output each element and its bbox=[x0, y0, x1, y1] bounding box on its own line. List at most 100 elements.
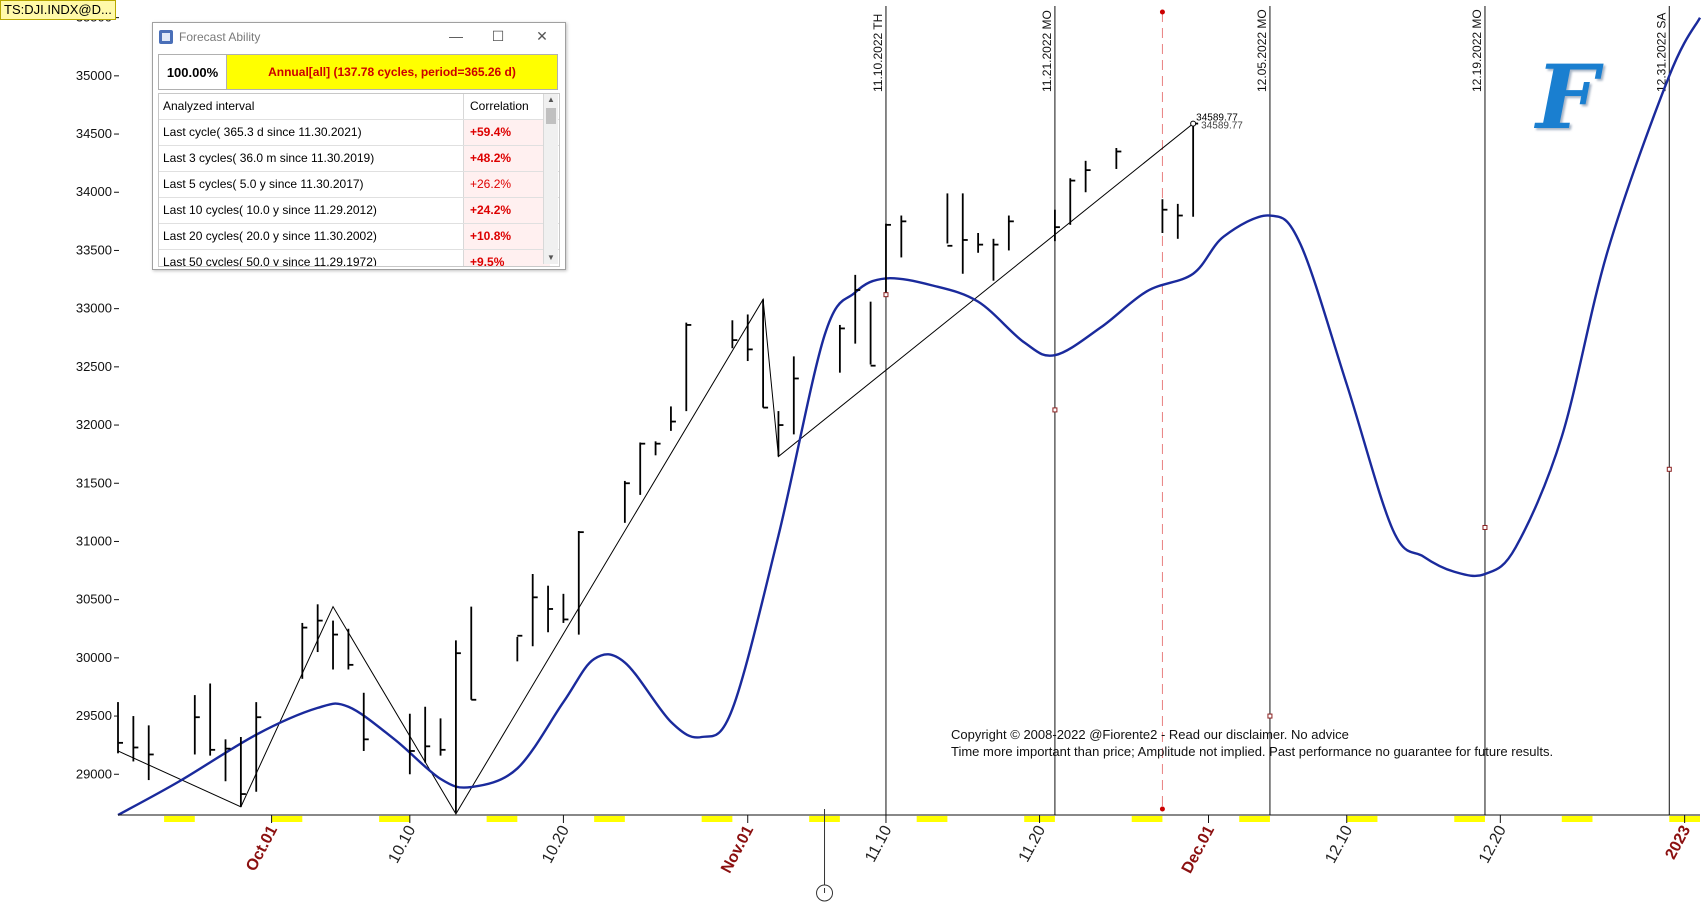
interval-cell: Last 50 cycles( 50.0 y since 11.29.1972) bbox=[159, 250, 464, 266]
price-bar bbox=[117, 702, 123, 754]
interval-cell: Last cycle( 365.3 d since 11.30.2021) bbox=[159, 120, 464, 145]
y-tick-label: 32000 bbox=[76, 417, 112, 432]
correlation-cell: +59.4% bbox=[464, 120, 550, 145]
price-bar bbox=[424, 706, 431, 763]
y-tick-label: 32500 bbox=[76, 359, 112, 374]
weekend-block bbox=[164, 816, 195, 822]
table-row[interactable]: Last 10 cycles( 10.0 y since 11.29.2012)… bbox=[159, 198, 559, 224]
correlation-cell: +10.8% bbox=[464, 224, 550, 249]
weekend-block bbox=[1131, 816, 1163, 822]
weekend-markers bbox=[164, 816, 1700, 822]
x-tick-label: 2023 bbox=[1662, 823, 1694, 862]
correlation-table[interactable]: Analyzed interval Correlation Last cycle… bbox=[158, 93, 560, 267]
last-price-label: 34589.77 bbox=[1196, 113, 1238, 124]
weekend-block bbox=[701, 816, 733, 822]
window-title: Forecast Ability bbox=[179, 30, 261, 44]
app-icon bbox=[159, 30, 173, 44]
x-tick-label: 10.10 bbox=[386, 823, 420, 866]
price-bar bbox=[132, 716, 139, 762]
y-tick-label: 34500 bbox=[76, 126, 112, 141]
window-titlebar[interactable]: Forecast Ability — ☐ ✕ bbox=[153, 23, 565, 51]
scroll-up-icon[interactable]: ▲ bbox=[547, 95, 555, 104]
close-icon[interactable]: ✕ bbox=[536, 28, 548, 44]
price-bar bbox=[577, 530, 584, 635]
maximize-icon[interactable]: ☐ bbox=[491, 28, 505, 44]
forecast-ability-window[interactable]: Forecast Ability — ☐ ✕ 100.00% Annual[al… bbox=[152, 22, 566, 270]
forecast-header: 100.00% Annual[all] (137.78 cycles, peri… bbox=[158, 54, 558, 90]
price-bar bbox=[1176, 203, 1183, 239]
price-bar bbox=[1084, 160, 1091, 193]
last-price-label-shadow: 34589.77 bbox=[1201, 121, 1243, 132]
price-bar bbox=[685, 322, 692, 412]
weekend-block bbox=[271, 816, 303, 822]
price-bar bbox=[746, 314, 753, 362]
cycle-label[interactable]: Annual[all] (137.78 cycles, period=365.2… bbox=[227, 54, 558, 90]
price-bar bbox=[209, 683, 216, 756]
price-bar bbox=[562, 593, 569, 623]
y-tick-label: 31000 bbox=[76, 533, 112, 548]
x-tick-label: 10.20 bbox=[539, 823, 573, 866]
price-bar bbox=[670, 406, 676, 431]
price-bar bbox=[347, 628, 354, 670]
table-row[interactable]: Last 20 cycles( 20.0 y since 11.30.2002)… bbox=[159, 224, 559, 250]
scroll-thumb[interactable] bbox=[546, 108, 556, 124]
price-axis: 29000 29500 30000 30500 31000 31500 32000 32500… bbox=[76, 10, 119, 781]
price-bar bbox=[961, 193, 968, 274]
copyright-notice: Copyright © 2008-2022 @Fiorente2 - Read … bbox=[951, 726, 1553, 760]
turn-point bbox=[1052, 407, 1058, 413]
turn-point bbox=[1267, 713, 1273, 719]
minimize-icon[interactable]: — bbox=[449, 28, 463, 44]
price-bar bbox=[470, 606, 477, 701]
price-bar bbox=[439, 718, 446, 756]
y-tick-label: 29000 bbox=[76, 766, 112, 781]
copyright-line-2: Time more important than price; Amplitud… bbox=[951, 744, 1554, 759]
table-row[interactable]: Last 50 cycles( 50.0 y since 11.29.1972)… bbox=[159, 250, 559, 266]
price-bar bbox=[777, 411, 784, 457]
column-header-interval[interactable]: Analyzed interval bbox=[159, 94, 464, 119]
price-bar bbox=[455, 640, 461, 813]
ticker-label[interactable]: TS:DJI.INDX@D... bbox=[0, 0, 116, 20]
x-tick-label: Oct.01 bbox=[243, 823, 281, 874]
today-line bbox=[1159, 9, 1165, 812]
table-row[interactable]: Last cycle( 365.3 d since 11.30.2021) +5… bbox=[159, 120, 559, 146]
cycle-line bbox=[117, 17, 1702, 817]
today-dot-bottom bbox=[1159, 806, 1165, 812]
interval-cell: Last 3 cycles( 36.0 m since 11.30.2019) bbox=[159, 146, 464, 171]
weekend-block bbox=[1346, 816, 1378, 822]
fiorente-logo: F bbox=[1536, 45, 1599, 149]
price-bar bbox=[408, 713, 415, 775]
price-bar bbox=[255, 702, 262, 792]
marker-label: 11.10.2022 TH bbox=[871, 14, 885, 92]
y-tick-label: 29500 bbox=[76, 708, 112, 723]
correlation-cell: +9.5% bbox=[464, 250, 550, 266]
cycle-date-markers: 11.10.2022 TH 11.21.2022 MO 12.05.2022 MO 1… bbox=[871, 6, 1670, 815]
price-bar bbox=[224, 739, 231, 782]
x-tick-label: 12.10 bbox=[1322, 823, 1356, 866]
price-bar bbox=[838, 324, 845, 373]
y-tick-label: 35000 bbox=[76, 68, 112, 83]
y-tick-label: 31500 bbox=[76, 475, 112, 490]
price-bar bbox=[301, 622, 308, 679]
last-price-dot bbox=[1190, 120, 1197, 127]
weekend-block bbox=[594, 816, 625, 822]
scroll-down-icon[interactable]: ▼ bbox=[547, 253, 555, 262]
interval-cell: Last 20 cycles( 20.0 y since 11.30.2002) bbox=[159, 224, 464, 249]
marker-label: 12.19.2022 MO bbox=[1470, 9, 1484, 92]
y-tick-label: 30500 bbox=[76, 592, 112, 607]
y-tick-label: 33500 bbox=[76, 242, 112, 257]
marker-label: 12.31.2022 SA bbox=[1654, 13, 1668, 92]
x-tick-label: Dec.01 bbox=[1179, 823, 1218, 877]
today-dot-top bbox=[1159, 9, 1165, 15]
table-scrollbar[interactable]: ▲ ▼ bbox=[543, 94, 558, 264]
turn-point bbox=[1482, 524, 1488, 530]
price-bar bbox=[869, 301, 876, 367]
table-row[interactable]: Last 3 cycles( 36.0 m since 11.30.2019) … bbox=[159, 146, 559, 172]
price-bar bbox=[946, 193, 953, 247]
weekend-block bbox=[1561, 816, 1593, 822]
column-header-correlation[interactable]: Correlation bbox=[464, 94, 550, 119]
x-tick-label: Nov.01 bbox=[718, 823, 757, 876]
price-bar bbox=[147, 725, 154, 781]
table-row[interactable]: Last 5 cycles( 5.0 y since 11.30.2017) +… bbox=[159, 172, 559, 198]
table-header: Analyzed interval Correlation bbox=[159, 94, 559, 120]
